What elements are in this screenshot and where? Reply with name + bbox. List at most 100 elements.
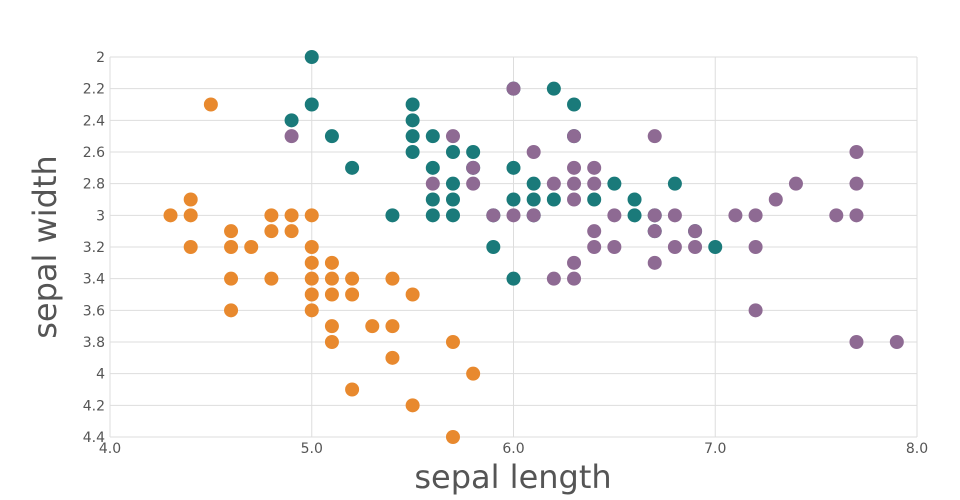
- data-point: [627, 208, 642, 223]
- data-point: [284, 113, 299, 128]
- data-point: [567, 97, 582, 112]
- data-point: [708, 240, 723, 254]
- y-tick-label: 2: [96, 50, 105, 66]
- data-point: [345, 160, 360, 175]
- data-point: [304, 208, 319, 223]
- data-point: [647, 129, 662, 144]
- data-point: [587, 240, 602, 254]
- data-point: [445, 335, 460, 349]
- data-point: [506, 192, 521, 207]
- x-tick-label: 5.0: [301, 441, 323, 457]
- y-tick-label: 3: [96, 208, 105, 224]
- x-tick-label: 6.0: [502, 441, 524, 457]
- data-point: [587, 224, 602, 239]
- data-point: [567, 271, 582, 286]
- data-point: [224, 303, 239, 318]
- data-point: [829, 208, 844, 223]
- data-point: [506, 81, 521, 96]
- data-point: [304, 271, 319, 286]
- data-point: [526, 192, 541, 207]
- data-point: [203, 97, 218, 112]
- data-point: [567, 192, 582, 207]
- data-point: [587, 192, 602, 207]
- data-point: [546, 271, 561, 286]
- data-point: [445, 176, 460, 191]
- data-point: [405, 129, 420, 144]
- y-tick-label: 3.8: [83, 335, 105, 351]
- x-axis-title: sepal length: [414, 458, 611, 496]
- y-tick-label: 3.4: [83, 272, 105, 288]
- data-point: [425, 208, 440, 223]
- data-point: [627, 192, 642, 207]
- data-point: [264, 271, 279, 286]
- data-point: [405, 113, 420, 128]
- data-point: [506, 271, 521, 286]
- data-point: [425, 192, 440, 207]
- data-point: [445, 129, 460, 144]
- data-point: [445, 192, 460, 207]
- data-point: [607, 176, 622, 191]
- data-point: [425, 176, 440, 191]
- data-point: [546, 176, 561, 191]
- data-point: [728, 208, 743, 223]
- y-axis-title: sepal width: [26, 155, 64, 339]
- data-point: [526, 176, 541, 191]
- data-point: [526, 145, 541, 159]
- data-point: [264, 208, 279, 223]
- y-tick-label: 3.2: [83, 240, 105, 256]
- data-point: [244, 240, 259, 254]
- data-point: [748, 240, 763, 254]
- data-point: [385, 350, 400, 365]
- data-point: [385, 271, 400, 286]
- data-point: [466, 145, 481, 159]
- data-point: [466, 160, 481, 175]
- data-point: [385, 319, 400, 334]
- data-point: [445, 208, 460, 223]
- data-point: [183, 208, 198, 223]
- data-point: [324, 129, 339, 144]
- data-point: [506, 208, 521, 223]
- x-axis-ticks: 4.0 5.0 6.0 7.0 8.0: [99, 441, 928, 457]
- data-point: [445, 145, 460, 159]
- y-tick-label: 2.6: [83, 145, 105, 161]
- data-point: [849, 145, 864, 159]
- data-point: [304, 240, 319, 254]
- data-point: [224, 271, 239, 286]
- data-point: [526, 208, 541, 223]
- data-point: [445, 430, 460, 444]
- data-point: [284, 208, 299, 223]
- data-point: [224, 224, 239, 239]
- data-point: [466, 366, 481, 381]
- x-tick-label: 7.0: [704, 441, 726, 457]
- data-point: [546, 81, 561, 96]
- data-point: [304, 50, 319, 64]
- data-point: [324, 271, 339, 286]
- data-point: [889, 335, 904, 349]
- data-point: [667, 208, 682, 223]
- data-point: [224, 240, 239, 254]
- y-axis-ticks: 2 2.2 2.4 2.6 2.8 3 3.2 3.4 3.6 3.8 4 4.2 4.4: [83, 50, 105, 446]
- data-point: [486, 240, 501, 254]
- data-point: [587, 160, 602, 175]
- data-point: [849, 208, 864, 223]
- y-tick-label: 2.4: [83, 113, 105, 129]
- data-point: [284, 224, 299, 239]
- data-point: [405, 287, 420, 302]
- y-tick-label: 3.6: [83, 303, 105, 319]
- data-point: [546, 192, 561, 207]
- data-point: [304, 255, 319, 270]
- data-point: [688, 224, 703, 239]
- data-point: [425, 129, 440, 144]
- data-point: [324, 255, 339, 270]
- data-point: [345, 271, 360, 286]
- data-point: [405, 145, 420, 159]
- data-point: [647, 208, 662, 223]
- y-tick-label: 4.2: [83, 398, 105, 414]
- data-point: [304, 303, 319, 318]
- data-point: [405, 97, 420, 112]
- data-point: [425, 160, 440, 175]
- y-tick-label: 4: [96, 367, 105, 383]
- data-point: [324, 319, 339, 334]
- data-point: [163, 208, 178, 223]
